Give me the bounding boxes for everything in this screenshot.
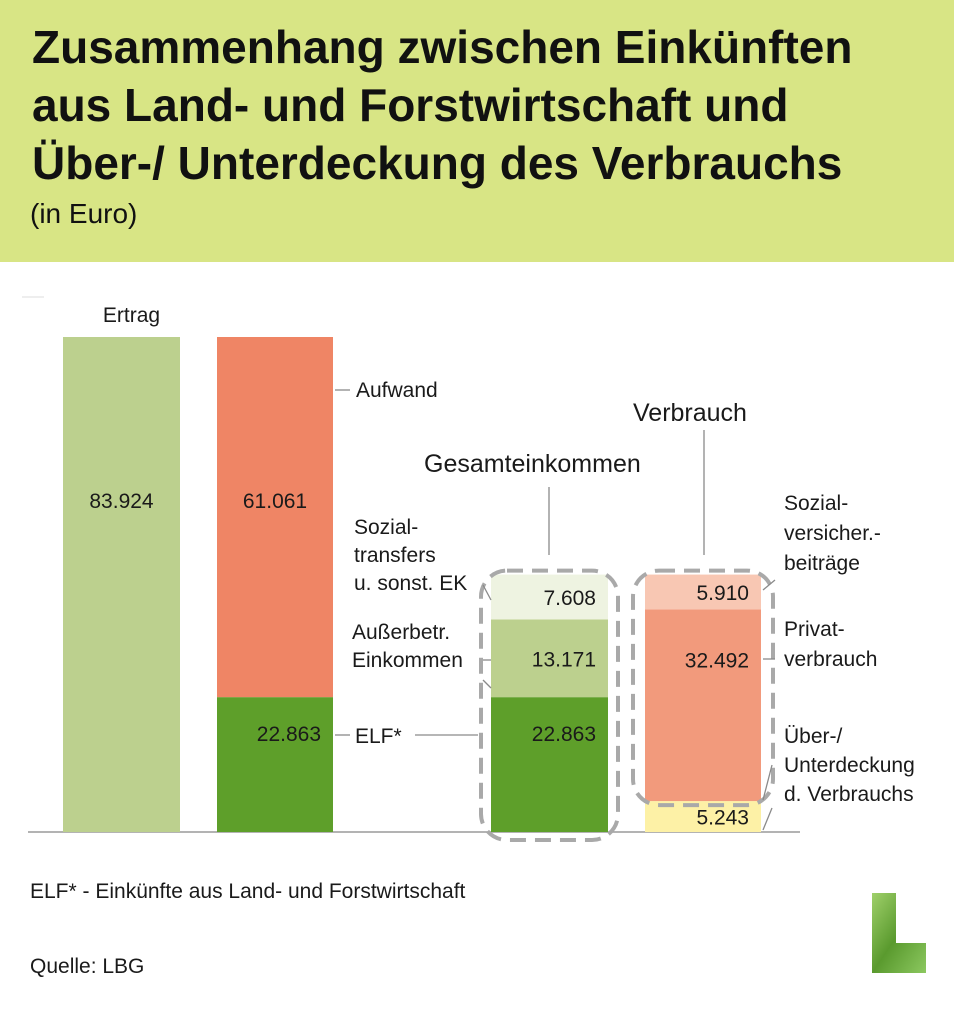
leader-deckung xyxy=(762,764,773,801)
value-label-bar-4-3: 5.910 xyxy=(696,582,749,605)
annotation-elf-line-1: ELF* xyxy=(355,725,402,748)
annotation-deckung-line-1: Über-/ xyxy=(784,725,843,748)
annotation-sozialversicherungsbeitraege-line-3: beiträge xyxy=(784,552,860,575)
value-label-bar-4-2: 32.492 xyxy=(685,649,749,672)
bar-1-label: Ertrag xyxy=(103,304,160,327)
chart-plot: 83.924 61.061 22.863 22.863 13.171 7.608 5.243… xyxy=(22,296,915,843)
value-label-bar-4-1: 5.243 xyxy=(696,807,749,830)
annotation-ausserbetr-einkommen-line-2: Einkommen xyxy=(352,649,463,672)
bar-3-segment-3 xyxy=(491,574,608,620)
bar-4-segment-3 xyxy=(645,574,761,610)
annotation-deckung-line-2: Unterdeckung xyxy=(784,754,915,777)
annotation-sozialversicherungsbeitraege-line-2: versicher.- xyxy=(784,522,881,545)
footnote: ELF* - Einkünfte aus Land- und Forstwirt… xyxy=(30,880,466,903)
annotation-sozialtransfers-line-2: transfers xyxy=(354,544,436,567)
annotation-ausserbetr-einkommen-line-1: Außerbetr. xyxy=(352,621,450,644)
annotation-sozialtransfers-line-1: Sozial- xyxy=(354,516,418,539)
L-logo-icon xyxy=(872,893,926,973)
value-label-bar-3-1: 22.863 xyxy=(532,723,596,746)
leader-sozialtransfers xyxy=(482,584,492,601)
bar-3-segment-1 xyxy=(491,697,608,832)
chart-title-line-1: Zusammenhang zwischen Einkünften xyxy=(32,21,853,73)
bar-4-segment-2 xyxy=(645,609,761,802)
annotation-privatverbrauch-line-1: Privat- xyxy=(784,618,845,641)
bar-1-segment-1 xyxy=(63,337,180,832)
leader-ausserbetr-2 xyxy=(482,679,492,689)
chart-title-line-3: Über-/ Unterdeckung des Verbrauchs xyxy=(32,137,843,189)
chart-header: Zusammenhang zwischen Einkünften aus Lan… xyxy=(0,0,954,262)
chart-title-line-2: aus Land- und Forstwirtschaft und xyxy=(32,79,789,131)
bar-2-segment-1 xyxy=(217,697,333,832)
bar-2-segment-2 xyxy=(217,337,333,698)
value-label-bar-1-1: 83.924 xyxy=(89,490,154,513)
chart-subtitle: (in Euro) xyxy=(30,198,138,229)
value-label-bar-3-2: 13.171 xyxy=(532,648,596,671)
annotation-aufwand-line-1: Aufwand xyxy=(356,379,438,402)
leader-deckung-2 xyxy=(762,807,773,831)
leader-sozialvers xyxy=(762,579,776,591)
bar-3-segment-2 xyxy=(491,619,608,698)
value-label-bar-2-2: 61.061 xyxy=(243,490,307,513)
source-note: Quelle: LBG xyxy=(30,955,145,978)
gesamteinkommen-outline xyxy=(479,568,620,843)
annotation-gesamteinkommen-line-1: Gesamteinkommen xyxy=(424,450,641,478)
annotation-privatverbrauch-line-2: verbrauch xyxy=(784,648,877,671)
annotation-sozialversicherungsbeitraege-line-1: Sozial- xyxy=(784,492,848,515)
value-label-bar-3-3: 7.608 xyxy=(543,587,596,610)
annotation-deckung-line-3: d. Verbrauchs xyxy=(784,783,914,806)
value-label-bar-2-1: 22.863 xyxy=(257,723,321,746)
annotation-sozialtransfers-line-3: u. sonst. EK xyxy=(354,572,467,595)
annotation-verbrauch-line-1: Verbrauch xyxy=(633,399,747,427)
